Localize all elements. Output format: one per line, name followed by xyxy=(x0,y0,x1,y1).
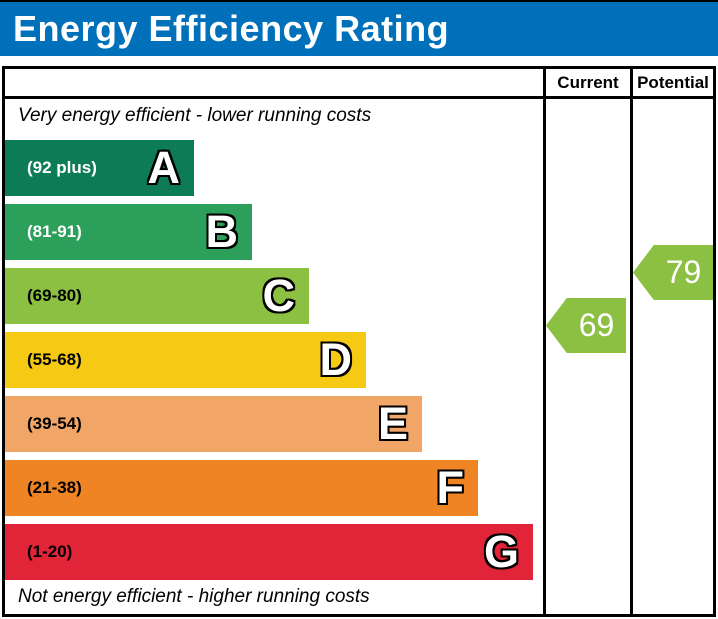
header-row-divider xyxy=(5,96,713,99)
band-g: (1-20) G xyxy=(5,524,533,580)
potential-rating-arrow: 79 xyxy=(633,245,713,300)
band-range-label: (21-38) xyxy=(27,478,82,497)
band-f: (21-38) F xyxy=(5,460,478,516)
divider-current-potential xyxy=(630,69,633,614)
band-range-label: (39-54) xyxy=(27,414,82,433)
band-b: (81-91) B xyxy=(5,204,252,260)
rating-table: Current Potential Very energy efficient … xyxy=(2,66,716,617)
band-range-label: (81-91) xyxy=(27,222,82,241)
band-letter: E xyxy=(377,398,408,449)
top-caption: Very energy efficient - lower running co… xyxy=(18,105,372,126)
band-c: (69-80) C xyxy=(5,268,309,324)
page-title: Energy Efficiency Rating xyxy=(13,8,450,49)
current-column-header: Current xyxy=(557,72,619,92)
band-a: (92 plus) A xyxy=(5,140,194,196)
title-bar: Energy Efficiency Rating xyxy=(0,2,718,56)
band-range-label: (55-68) xyxy=(27,350,82,369)
band-d: (55-68) D xyxy=(5,332,366,388)
band-range-label: (1-20) xyxy=(27,542,73,561)
band-e: (39-54) E xyxy=(5,396,422,452)
band-letter: B xyxy=(205,206,239,257)
band-letter: C xyxy=(262,270,296,321)
band-letter: A xyxy=(147,142,181,193)
top-border-line xyxy=(0,0,718,2)
band-letter: G xyxy=(483,526,519,577)
divider-chart-current xyxy=(543,69,546,614)
band-range-label: (69-80) xyxy=(27,286,82,305)
current-rating-arrow: 69 xyxy=(546,298,626,353)
band-range-label: (92 plus) xyxy=(27,158,97,177)
band-letter: F xyxy=(436,462,465,513)
band-letter: D xyxy=(319,334,353,385)
potential-column-header: Potential xyxy=(637,72,709,92)
bottom-caption: Not energy efficient - higher running co… xyxy=(18,586,370,607)
